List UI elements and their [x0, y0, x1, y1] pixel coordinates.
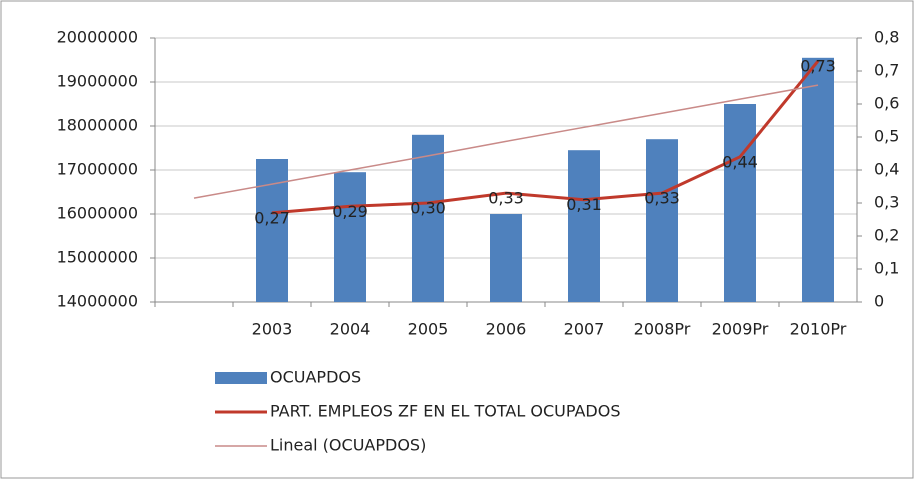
- bar: [568, 150, 600, 302]
- x-tick-label: 2003: [252, 320, 293, 339]
- bar: [724, 104, 756, 302]
- legend-swatch: [215, 372, 267, 384]
- y2-tick-label: 0: [874, 292, 884, 311]
- y2-tick-label: 0,3: [874, 193, 899, 212]
- data-label: 0,73: [800, 57, 836, 76]
- data-label: 0,33: [488, 189, 524, 208]
- legend-label: PART. EMPLEOS ZF EN EL TOTAL OCUPADOS: [270, 402, 620, 421]
- data-label: 0,31: [566, 195, 602, 214]
- y-tick-label: 18000000: [57, 116, 138, 135]
- bar: [412, 134, 444, 302]
- data-label: 0,27: [254, 208, 290, 227]
- y-tick-label: 19000000: [57, 72, 138, 91]
- y2-tick-label: 0,5: [874, 127, 899, 146]
- y-tick-label: 20000000: [57, 28, 138, 47]
- bar: [490, 214, 522, 302]
- y2-tick-label: 0,4: [874, 160, 899, 179]
- y-tick-label: 14000000: [57, 292, 138, 311]
- y2-tick-label: 0,8: [874, 28, 899, 47]
- x-tick-label: 2004: [330, 320, 371, 339]
- data-label: 0,29: [332, 202, 368, 221]
- x-tick-label: 2009Pr: [712, 320, 769, 339]
- line: [271, 60, 820, 215]
- y-tick-label: 16000000: [57, 204, 138, 223]
- x-tick-label: 2005: [408, 320, 449, 339]
- legend-label: OCUAPDOS: [270, 368, 361, 387]
- y-tick-label: 15000000: [57, 248, 138, 267]
- legend-label: Lineal (OCUAPDOS): [270, 436, 426, 455]
- bar: [802, 57, 834, 302]
- x-tick-label: 2006: [486, 320, 527, 339]
- y2-tick-label: 0,7: [874, 61, 899, 80]
- x-tick-label: 2008Pr: [634, 320, 691, 339]
- y2-tick-label: 0,6: [874, 94, 899, 113]
- data-label: 0,44: [722, 152, 758, 171]
- bar: [256, 159, 288, 302]
- trend-line: [193, 84, 819, 199]
- y-tick-label: 17000000: [57, 160, 138, 179]
- bar: [646, 139, 678, 302]
- bar: [334, 172, 366, 302]
- y2-tick-label: 0,1: [874, 259, 899, 278]
- data-label: 0,30: [410, 199, 446, 218]
- x-tick-label: 2007: [564, 320, 605, 339]
- data-label: 0,33: [644, 189, 680, 208]
- x-tick-label: 2010Pr: [790, 320, 847, 339]
- y2-tick-label: 0,2: [874, 226, 899, 245]
